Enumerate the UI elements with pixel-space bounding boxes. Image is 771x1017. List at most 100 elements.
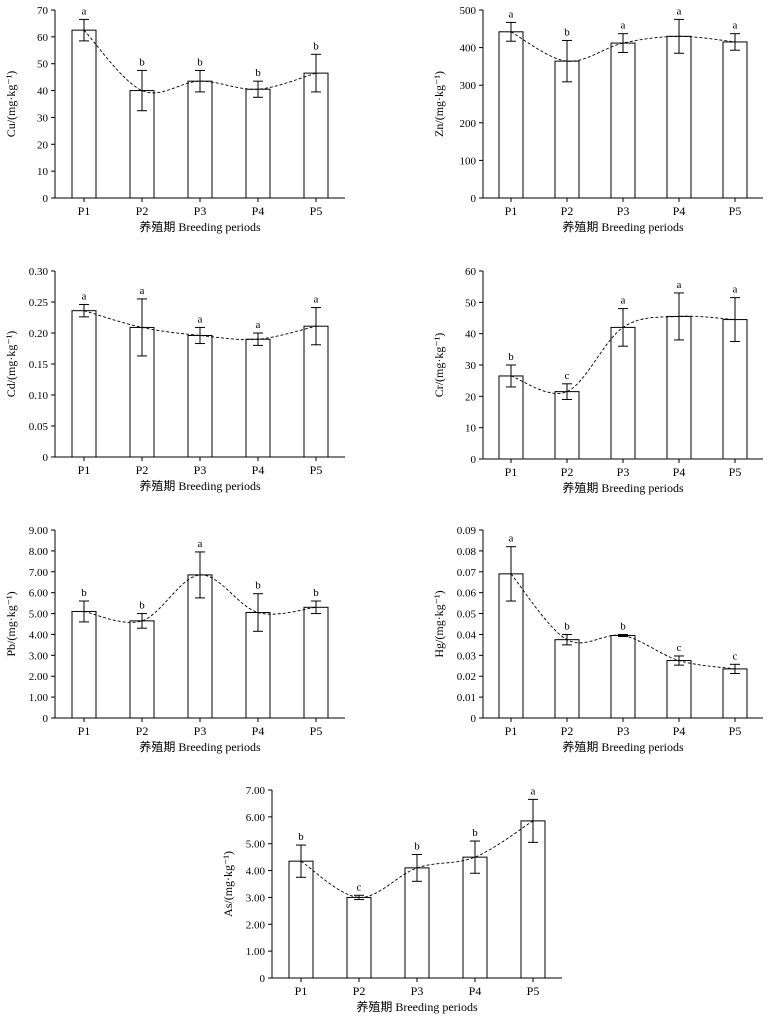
y-tick-label: 3.00: [29, 650, 49, 662]
bar: [288, 860, 314, 979]
bar: [722, 41, 748, 199]
significance-label: b: [564, 26, 570, 38]
x-axis-title: 养殖期 Breeding periods: [562, 480, 684, 495]
bar: [303, 325, 329, 458]
y-tick-label: 30: [465, 360, 477, 372]
bar: [346, 896, 372, 979]
bar: [610, 42, 636, 199]
bar: [71, 610, 97, 719]
y-axis-title: Pb/(mg·kg⁻¹): [4, 591, 18, 656]
x-tick-label: P2: [561, 465, 574, 479]
chart-hg: 0 0.01 0.02 0.03 0.04 0.05 0.06 0.07 0.08 0.09 P1 P…: [432, 525, 763, 754]
significance-label: c: [565, 370, 570, 382]
y-tick-label: 0.20: [29, 328, 49, 340]
y-tick-label: 0.05: [457, 609, 477, 621]
x-tick-label: P1: [78, 724, 91, 738]
significance-label: a: [198, 538, 203, 550]
x-tick-label: P3: [411, 984, 424, 998]
bar: [404, 867, 430, 979]
bar: [666, 660, 692, 719]
y-tick-label: 30: [37, 112, 49, 124]
y-tick-label: 10: [465, 423, 477, 435]
y-tick-label: 0.25: [29, 297, 49, 309]
significance-label: a: [509, 8, 514, 20]
bar: [554, 639, 580, 719]
significance-label: a: [621, 295, 626, 307]
significance-label: b: [255, 67, 261, 79]
x-tick-label: P5: [310, 724, 323, 738]
x-tick-label: P4: [673, 204, 686, 218]
y-tick-label: 0: [43, 193, 49, 205]
y-tick-label: 0.08: [457, 546, 477, 558]
y-tick-label: 0.07: [457, 567, 477, 579]
y-tick-label: 50: [37, 59, 49, 71]
x-tick-label: P1: [78, 463, 91, 477]
y-tick-label: 1.00: [246, 946, 266, 958]
significance-label: b: [139, 600, 145, 612]
y-tick-label: 50: [465, 297, 477, 309]
bar: [187, 334, 213, 458]
x-tick-label: P1: [505, 465, 518, 479]
trend-line: [83, 29, 317, 94]
x-axis-title: 养殖期 Breeding periods: [139, 219, 261, 234]
y-tick-label: 0.01: [457, 692, 476, 704]
trend-line: [83, 310, 317, 341]
x-tick-label: P5: [527, 984, 540, 998]
y-tick-label: 300: [460, 80, 477, 92]
x-tick-label: P5: [310, 204, 323, 218]
x-tick-label: P1: [295, 984, 308, 998]
x-axis-title: 养殖期 Breeding periods: [562, 219, 684, 234]
y-axis-title: Hg/(mg·kg⁻¹): [432, 590, 446, 657]
y-tick-label: 40: [37, 86, 49, 98]
significance-label: a: [314, 294, 319, 306]
significance-label: b: [620, 620, 626, 632]
x-tick-label: P1: [505, 724, 518, 738]
bar: [462, 856, 488, 979]
significance-label: a: [509, 533, 514, 545]
trend-line: [300, 820, 534, 898]
x-tick-label: P4: [252, 724, 265, 738]
x-tick-label: P1: [78, 204, 91, 218]
y-tick-label: 0.02: [457, 671, 476, 683]
y-tick-label: 60: [37, 32, 49, 44]
x-tick-label: P5: [729, 465, 742, 479]
y-tick-label: 0.15: [29, 359, 49, 371]
bar: [722, 319, 748, 460]
x-axis-title: 养殖期 Breeding periods: [139, 478, 261, 493]
x-tick-label: P4: [673, 724, 686, 738]
y-tick-label: 3.00: [246, 892, 266, 904]
trend-line: [510, 573, 736, 670]
x-tick-label: P2: [561, 724, 574, 738]
y-tick-label: 5.00: [29, 609, 49, 621]
y-tick-label: 70: [37, 5, 49, 17]
bar: [554, 60, 580, 199]
y-tick-label: 200: [460, 118, 477, 130]
x-tick-label: P3: [194, 204, 207, 218]
chart-as: 0 1.00 2.00 3.00 4.00 5.00 6.00 7.00 P1 P2 P3 P4 P5 养…: [221, 785, 562, 1014]
significance-label: b: [472, 827, 478, 839]
x-tick-label: P4: [252, 204, 265, 218]
y-tick-label: 0: [260, 973, 266, 985]
significance-label: a: [140, 285, 145, 297]
bar: [129, 620, 155, 719]
x-tick-label: P5: [729, 204, 742, 218]
y-axis-title: Cr/(mg·kg⁻¹): [432, 333, 446, 398]
x-tick-label: P3: [194, 724, 207, 738]
significance-label: b: [197, 56, 203, 68]
bar: [520, 820, 546, 979]
chart-pb: 0 1.00 2.00 3.00 4.00 5.00 6.00 7.00 8.00 9.00 P1 P…: [4, 525, 345, 754]
bar: [554, 391, 580, 460]
y-tick-label: 0: [43, 452, 49, 464]
y-tick-label: 4.00: [29, 629, 49, 641]
significance-label: b: [298, 831, 304, 843]
y-tick-label: 0.09: [457, 525, 477, 537]
y-tick-label: 60: [465, 266, 477, 278]
x-tick-label: P2: [353, 984, 366, 998]
significance-label: a: [198, 313, 203, 325]
y-tick-label: 40: [465, 329, 477, 341]
y-tick-label: 20: [37, 139, 49, 151]
x-tick-label: P3: [617, 724, 630, 738]
significance-label: c: [357, 881, 362, 893]
y-tick-label: 1.00: [29, 692, 49, 704]
bar: [71, 310, 97, 458]
